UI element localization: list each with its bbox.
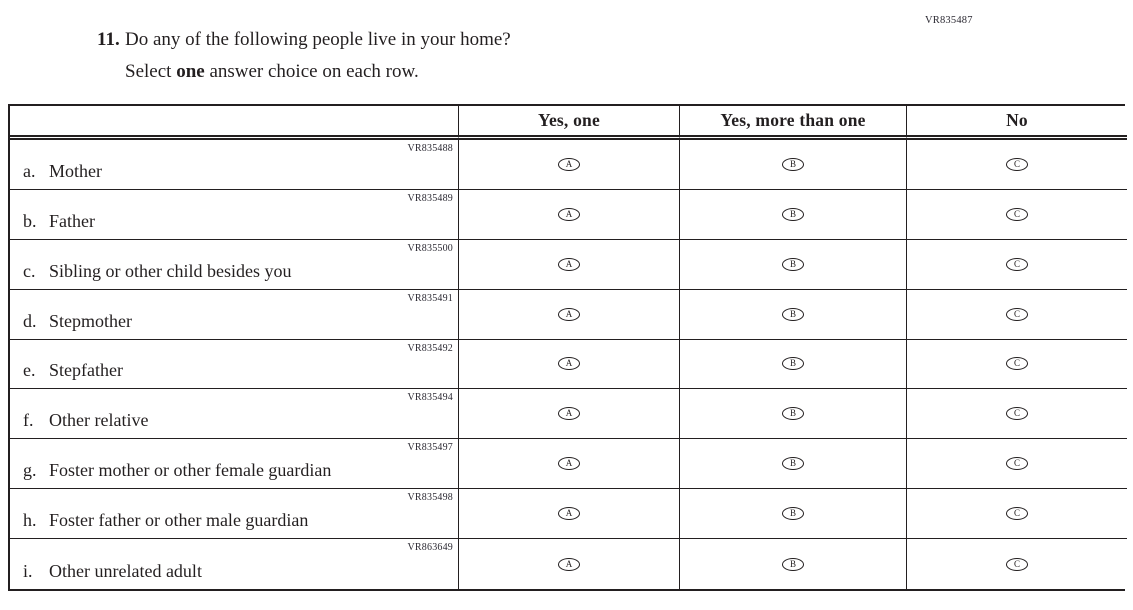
option-cell-yes-one: A (459, 339, 680, 390)
row-label: i. Other unrelated adult (23, 561, 202, 581)
option-cell-no: C (907, 189, 1127, 240)
row-label-cell: VR835492 e. Stepfather (10, 339, 459, 390)
row-vr-code: VR835491 (407, 292, 453, 304)
option-bubble-a[interactable]: A (558, 407, 580, 421)
row-vr-code: VR835488 (407, 143, 453, 154)
option-bubble-a[interactable]: A (558, 307, 580, 321)
row-label: g. Foster mother or other female guardian (23, 460, 332, 481)
header-cell-no: No (907, 106, 1127, 140)
row-label: f. Other relative (23, 410, 149, 431)
row-vr-code: VR835492 (407, 342, 453, 354)
option-cell-no: C (907, 489, 1127, 540)
question-instruction: Select one answer choice on each row. (125, 61, 419, 82)
option-bubble-b[interactable]: B (782, 407, 804, 421)
row-vr-code: VR835494 (407, 392, 453, 404)
option-bubble-c[interactable]: C (1006, 557, 1028, 571)
row-vr-code: VR835500 (407, 242, 453, 254)
option-bubble-c[interactable]: C (1006, 457, 1028, 471)
option-bubble-a[interactable]: A (558, 157, 580, 171)
option-cell-no: C (907, 439, 1127, 490)
option-bubble-a[interactable]: A (558, 357, 580, 371)
option-cell-yes-more: B (680, 389, 907, 440)
option-bubble-c[interactable]: C (1006, 207, 1028, 221)
question-number: 11. (97, 29, 120, 50)
option-cell-yes-more: B (680, 439, 907, 490)
option-bubble-c[interactable]: C (1006, 307, 1028, 321)
row-label-cell: VR835489 b. Father (10, 189, 459, 240)
row-vr-code: VR835498 (407, 492, 453, 504)
row-label-cell: VR835494 f. Other relative (10, 389, 459, 440)
option-cell-yes-one: A (459, 140, 680, 190)
option-cell-yes-more: B (680, 489, 907, 540)
option-bubble-b[interactable]: B (782, 157, 804, 171)
option-cell-no: C (907, 239, 1127, 290)
option-bubble-b[interactable]: B (782, 457, 804, 471)
option-cell-no: C (907, 389, 1127, 440)
question-text: Do any of the following people live in y… (125, 29, 511, 50)
option-cell-yes-one: A (459, 539, 680, 589)
option-bubble-a[interactable]: A (558, 257, 580, 271)
option-bubble-a[interactable]: A (558, 507, 580, 521)
option-cell-yes-more: B (680, 239, 907, 290)
option-bubble-b[interactable]: B (782, 307, 804, 321)
option-cell-yes-more: B (680, 339, 907, 390)
option-bubble-c[interactable]: C (1006, 407, 1028, 421)
option-cell-yes-more: B (680, 189, 907, 240)
option-bubble-a[interactable]: A (558, 457, 580, 471)
option-bubble-a[interactable]: A (558, 207, 580, 221)
option-cell-no: C (907, 539, 1127, 589)
header-cell-empty (10, 106, 459, 140)
option-bubble-b[interactable]: B (782, 507, 804, 521)
row-label-cell: VR835498 h. Foster father or other male g… (10, 489, 459, 540)
row-label-cell: VR835497 g. Foster mother or other female… (10, 439, 459, 490)
row-label: e. Stepfather (23, 360, 123, 381)
option-bubble-a[interactable]: A (558, 557, 580, 571)
option-cell-no: C (907, 289, 1127, 340)
row-label: c. Sibling or other child besides you (23, 260, 292, 281)
answer-grid: Yes, one Yes, more than one No VR835488 … (8, 104, 1127, 591)
row-label: a. Mother (23, 160, 102, 181)
option-bubble-c[interactable]: C (1006, 357, 1028, 371)
row-label: h. Foster father or other male guardian (23, 510, 309, 531)
option-bubble-c[interactable]: C (1006, 257, 1028, 271)
option-cell-no: C (907, 140, 1127, 190)
row-vr-code: VR835489 (407, 192, 453, 204)
question-block: 11. Do any of the following people live … (97, 24, 511, 88)
option-cell-yes-more: B (680, 539, 907, 589)
row-vr-code: VR863649 (407, 542, 453, 554)
option-cell-yes-one: A (459, 289, 680, 340)
option-cell-yes-one: A (459, 439, 680, 490)
option-bubble-c[interactable]: C (1006, 157, 1028, 171)
option-bubble-b[interactable]: B (782, 557, 804, 571)
option-cell-no: C (907, 339, 1127, 390)
option-bubble-b[interactable]: B (782, 207, 804, 221)
header-cell-yes-more: Yes, more than one (680, 106, 907, 140)
option-cell-yes-one: A (459, 489, 680, 540)
option-cell-yes-one: A (459, 189, 680, 240)
option-bubble-b[interactable]: B (782, 257, 804, 271)
row-label-cell: VR835500 c. Sibling or other child beside… (10, 239, 459, 290)
option-bubble-b[interactable]: B (782, 357, 804, 371)
option-cell-yes-one: A (459, 389, 680, 440)
option-cell-yes-more: B (680, 140, 907, 190)
row-label-cell: VR835488 a. Mother (10, 140, 459, 190)
row-label-cell: VR835491 d. Stepmother (10, 289, 459, 340)
option-cell-yes-one: A (459, 239, 680, 290)
row-label: b. Father (23, 210, 95, 231)
option-bubble-c[interactable]: C (1006, 507, 1028, 521)
form-code: VR835487 (925, 15, 973, 26)
header-cell-yes-one: Yes, one (459, 106, 680, 140)
row-vr-code: VR835497 (407, 442, 453, 454)
row-label: d. Stepmother (23, 310, 132, 331)
option-cell-yes-more: B (680, 289, 907, 340)
row-label-cell: VR863649 i. Other unrelated adult (10, 539, 459, 589)
